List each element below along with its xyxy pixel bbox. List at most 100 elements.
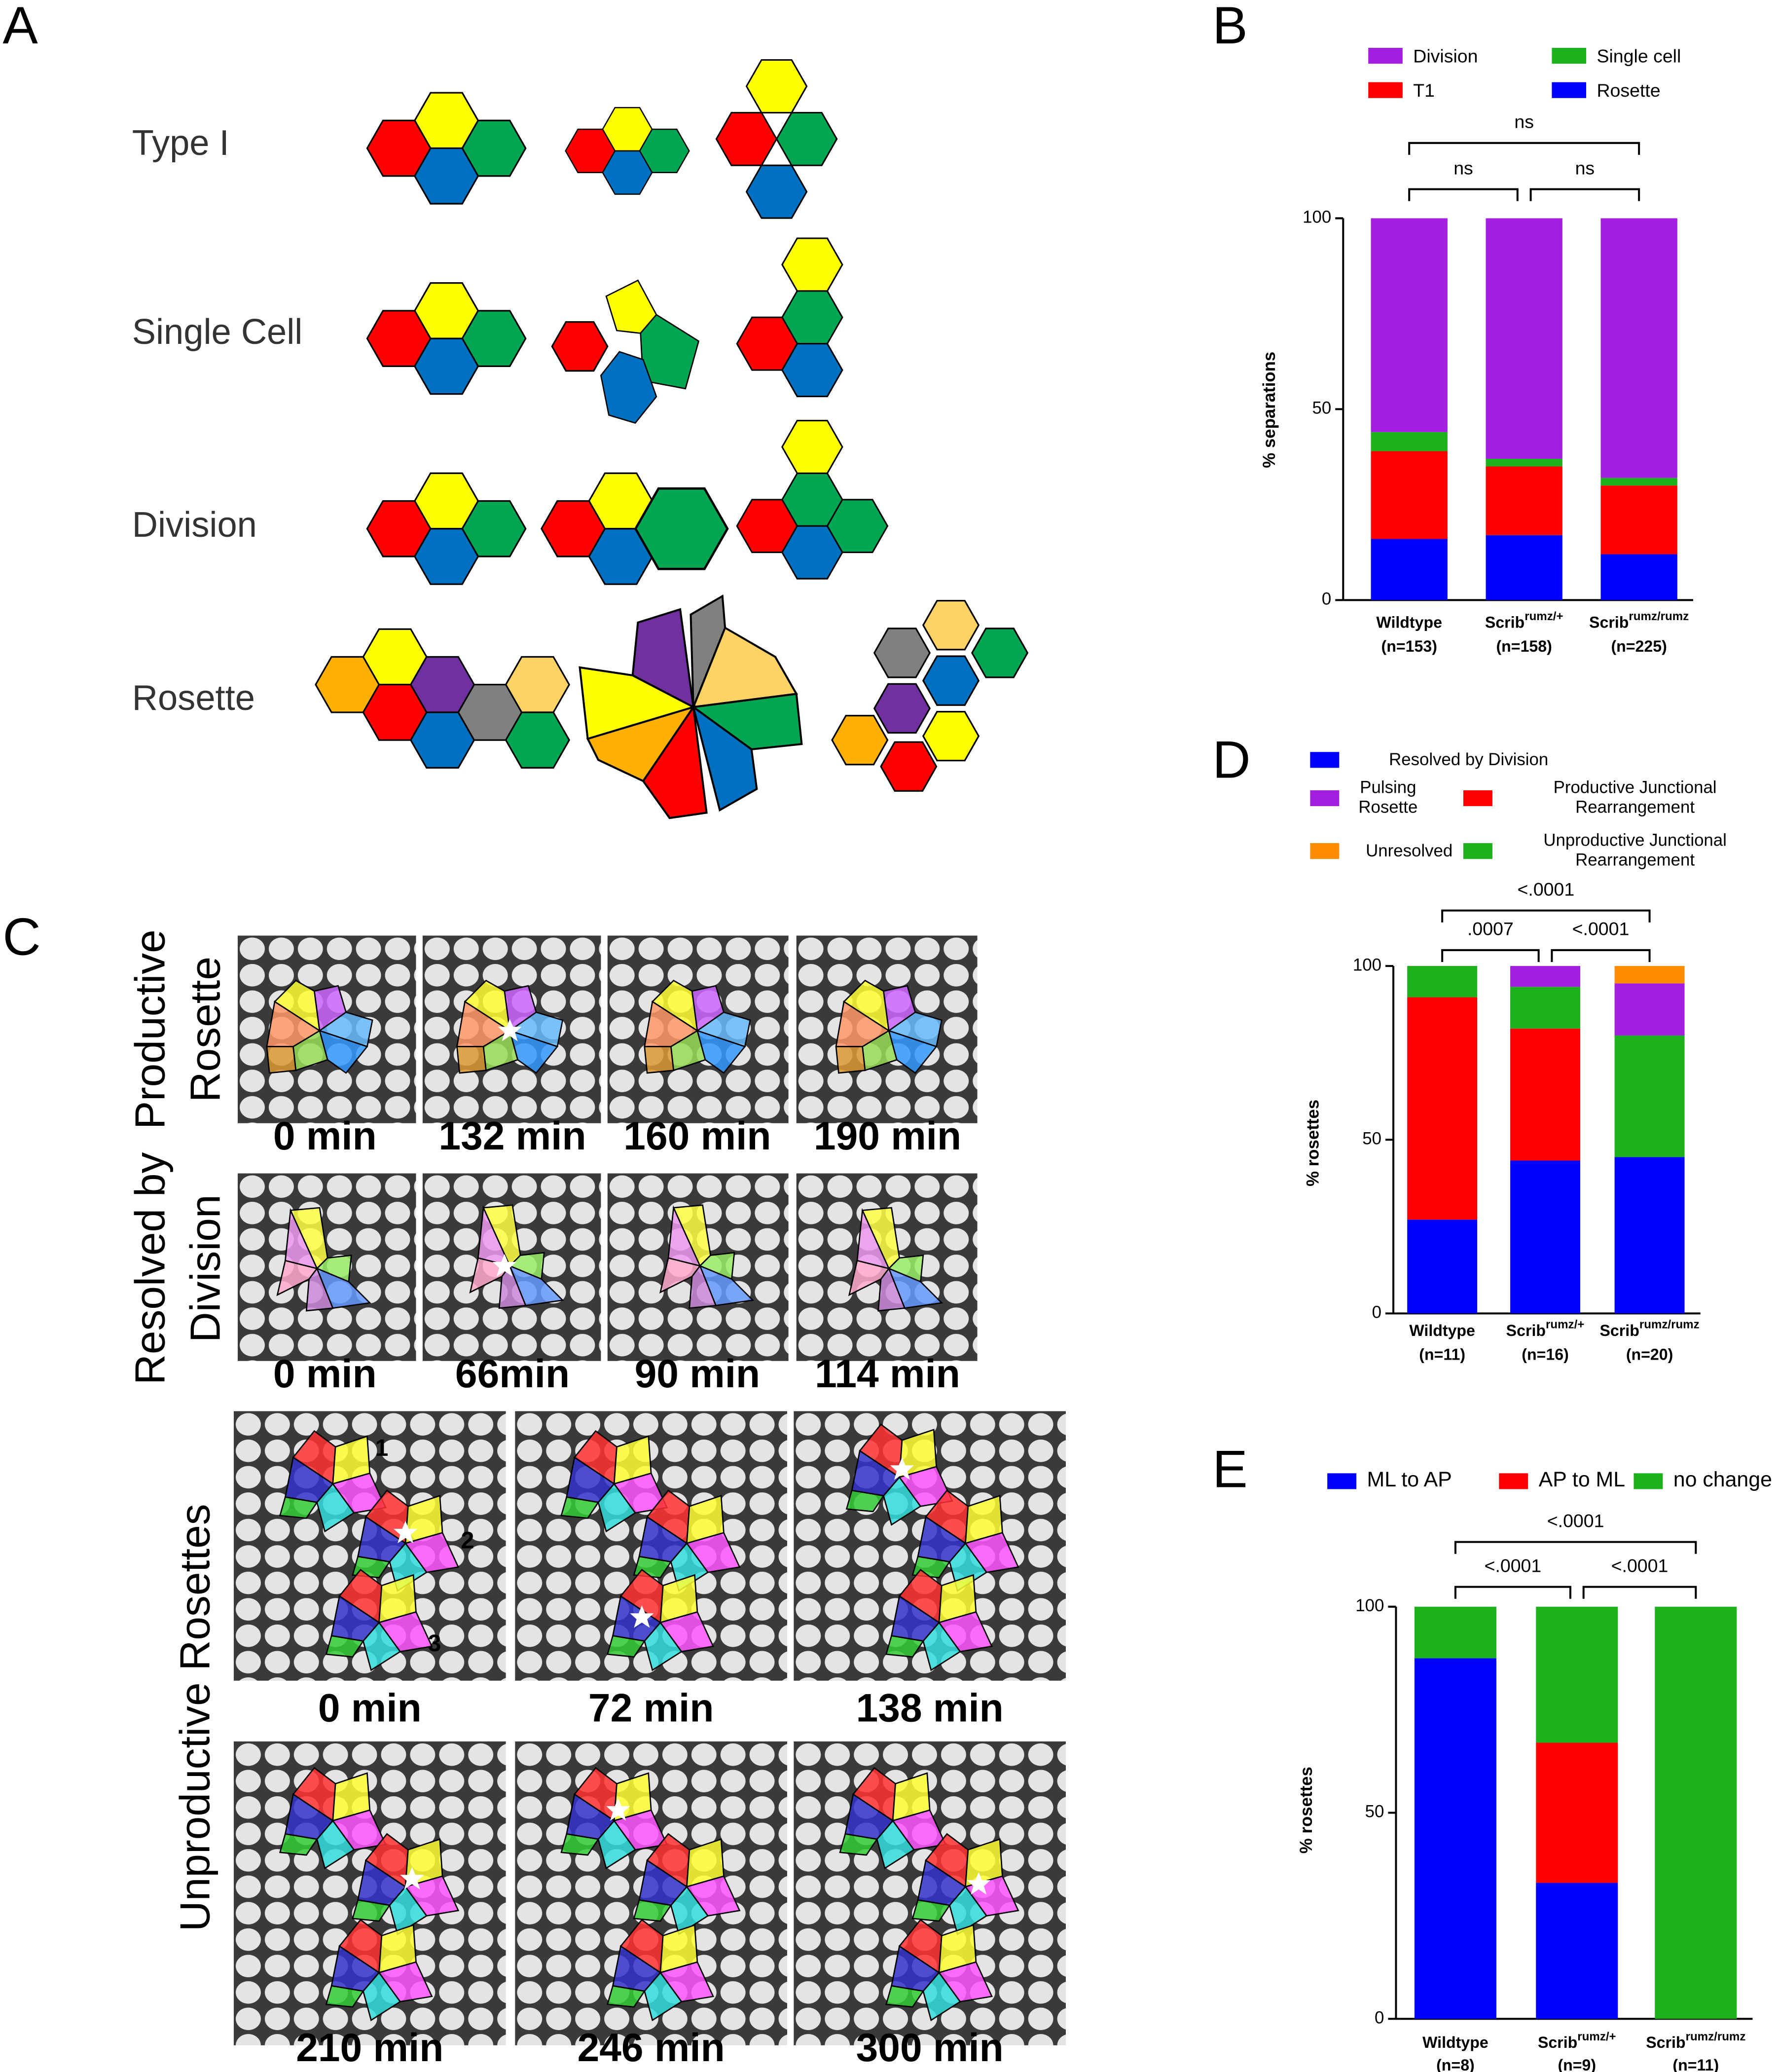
rosette-number: 1 — [375, 1435, 388, 1461]
legend-label: Division — [1413, 45, 1478, 67]
significance-label: <.0001 — [1485, 1555, 1542, 1576]
row-label: Division — [182, 1194, 229, 1342]
legend-label: T1 — [1413, 79, 1435, 101]
bar-segment — [1407, 997, 1478, 1220]
legend-swatch — [1552, 82, 1587, 98]
x-tick-sublabel: (n=20) — [1626, 1346, 1673, 1364]
legend-swatch — [1310, 752, 1340, 768]
cell-diagrams — [315, 59, 1028, 819]
legend-swatch — [1310, 843, 1340, 859]
y-axis-label: % rosettes — [1304, 1100, 1323, 1186]
x-tick-sublabel: (n=8) — [1436, 2056, 1475, 2072]
panel-letter: D — [1212, 730, 1250, 789]
bar-segment — [1510, 1160, 1580, 1314]
bar-segment — [1371, 451, 1448, 539]
time-label: 160 min — [623, 1114, 771, 1158]
time-label: 246 min — [578, 2026, 725, 2070]
legend-box: Resolved by Division — [1389, 749, 1548, 769]
panel-letter: E — [1212, 1440, 1247, 1499]
legend-box: Unproductive Junctional Rearrangement — [1543, 830, 1727, 870]
legend-label: Pulsing Rosette — [1358, 777, 1418, 817]
panel-letter: B — [1212, 0, 1247, 55]
y-tick-label: 100 — [1353, 955, 1381, 974]
legend-box: Productive Junctional Rearrangement — [1553, 777, 1717, 817]
x-tick-sublabel: (n=153) — [1381, 637, 1437, 655]
legend-box: T1 — [1413, 79, 1435, 101]
significance-label: .0007 — [1467, 919, 1514, 939]
x-tick-label: Wildtype — [1376, 614, 1442, 631]
significance-bracket — [1529, 188, 1640, 201]
rosette-number: 3 — [428, 1630, 441, 1657]
significance-label: ns — [1514, 111, 1534, 132]
panel-letter: A — [2, 0, 38, 55]
significance-label: <.0001 — [1518, 879, 1575, 899]
time-label: 0 min — [273, 1352, 377, 1396]
bar-segment — [1614, 1157, 1685, 1314]
row-label: Type I — [132, 123, 229, 163]
bar-segment — [1414, 1658, 1496, 2019]
legend-swatch — [1499, 1473, 1528, 1489]
y-axis-label: % separations — [1260, 352, 1279, 468]
bar-segment — [1407, 1220, 1478, 1314]
legend-swatch — [1310, 790, 1340, 807]
bar-segment — [1600, 485, 1677, 555]
rosette-number: 2 — [461, 1527, 474, 1554]
bar-segment — [1486, 458, 1562, 467]
bar-segment — [1655, 1606, 1737, 2019]
y-tick-label: 0 — [1375, 2008, 1384, 2027]
bar-segment — [1371, 432, 1448, 451]
legend-swatch — [1634, 1473, 1663, 1489]
microscopy-images — [233, 935, 1066, 2045]
legend-swatch — [1552, 48, 1587, 64]
bar-segment — [1371, 218, 1448, 432]
x-tick-label: Wildtype — [1409, 1322, 1475, 1339]
bar-segment — [1486, 466, 1562, 535]
significance-bracket — [1454, 1586, 1571, 1599]
legend-label: ML to AP — [1367, 1469, 1452, 1492]
significance-label: ns — [1575, 157, 1595, 178]
x-tick-label: Wildtype — [1422, 2034, 1489, 2052]
time-label: 210 min — [296, 2026, 443, 2070]
significance-bracket — [1408, 188, 1519, 201]
row-label: Rosette — [182, 957, 229, 1102]
legend-swatch — [1463, 843, 1492, 859]
legend-swatch — [1327, 1473, 1357, 1489]
row-label: Unproductive Rosettes — [171, 1504, 218, 1931]
y-tick-label: 0 — [1372, 1303, 1381, 1322]
bar-segment — [1536, 1883, 1618, 2019]
bar-segment — [1600, 554, 1677, 600]
bar-segment — [1486, 218, 1562, 459]
bar-segment — [1614, 1035, 1685, 1157]
bar-segment — [1614, 983, 1685, 1036]
legend-swatch — [1368, 82, 1403, 98]
significance-bracket — [1441, 949, 1540, 962]
bar-segment — [1600, 478, 1677, 486]
significance-bracket — [1551, 949, 1651, 962]
legend-box: Rosette — [1597, 79, 1660, 101]
significance-label: <.0001 — [1611, 1555, 1669, 1576]
legend-label: AP to ML — [1538, 1469, 1626, 1492]
bar-segment — [1536, 1606, 1618, 1743]
row-label: Single Cell — [132, 312, 303, 352]
x-tick-sublabel: (n=158) — [1496, 637, 1552, 655]
significance-label: <.0001 — [1572, 919, 1630, 939]
legend-box: Division — [1413, 45, 1478, 67]
y-tick-label: 50 — [1365, 1802, 1384, 1821]
legend-box: Single cell — [1597, 45, 1681, 67]
legend-label: Unproductive Junctional Rearrangement — [1543, 830, 1727, 870]
x-tick-label: Scribrumz/+ — [1485, 610, 1563, 631]
bar-segment — [1510, 966, 1580, 987]
significance-bracket — [1454, 1541, 1697, 1554]
row-label: Productive — [126, 929, 174, 1129]
legend-label: Productive Junctional Rearrangement — [1553, 777, 1717, 817]
bar-segment — [1486, 535, 1562, 600]
significance-label: <.0001 — [1547, 1510, 1604, 1531]
legend-box: Unresolved — [1366, 840, 1452, 859]
row-label: Resolved by — [126, 1152, 174, 1385]
bar-segment — [1614, 966, 1685, 984]
legend-box: AP to ML — [1538, 1469, 1626, 1492]
x-tick-label: Scribrumz/rumz — [1646, 2030, 1745, 2052]
y-tick-label: 50 — [1362, 1129, 1381, 1148]
